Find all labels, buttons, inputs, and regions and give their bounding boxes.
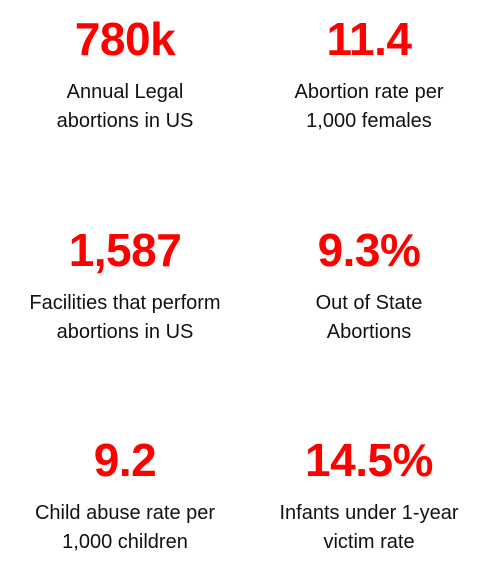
stat-label-line-2: 1,000 children [62, 531, 188, 553]
stat-value: 9.3% [317, 224, 421, 276]
stat-value: 1,587 [68, 224, 182, 276]
stat-label-line-2: Abortions [326, 321, 412, 343]
stat-label-line-1: Child abuse rate per [34, 502, 216, 524]
stat-out-of-state: 9.3% Out of State Abortions [250, 227, 488, 347]
stat-label-line-1: Abortion rate per [294, 81, 444, 103]
stat-value: 780k [74, 13, 176, 65]
stat-label-line-1: Annual Legal [66, 81, 184, 103]
stat-label-line-2: abortions in US [56, 110, 194, 132]
stat-label-line-2: victim rate [323, 531, 415, 553]
stat-annual-legal-abortions: 780k Annual Legal abortions in US [0, 16, 250, 136]
stat-abortion-rate: 11.4 Abortion rate per 1,000 females [250, 16, 488, 136]
stat-facilities: 1,587 Facilities that perform abortions … [0, 227, 250, 347]
stat-infant-victim-rate: 14.5% Infants under 1-year victim rate [250, 437, 488, 557]
stat-label-line-2: abortions in US [56, 321, 194, 343]
stat-value: 9.2 [93, 434, 157, 486]
stat-label-line-1: Infants under 1-year [279, 502, 459, 524]
stat-child-abuse-rate: 9.2 Child abuse rate per 1,000 children [0, 437, 250, 557]
stat-label-line-2: 1,000 females [306, 110, 432, 132]
stat-label-line-1: Out of State [315, 292, 423, 314]
stat-value: 14.5% [305, 434, 433, 486]
stat-label-line-1: Facilities that perform [29, 292, 221, 314]
stat-value: 11.4 [326, 13, 413, 65]
